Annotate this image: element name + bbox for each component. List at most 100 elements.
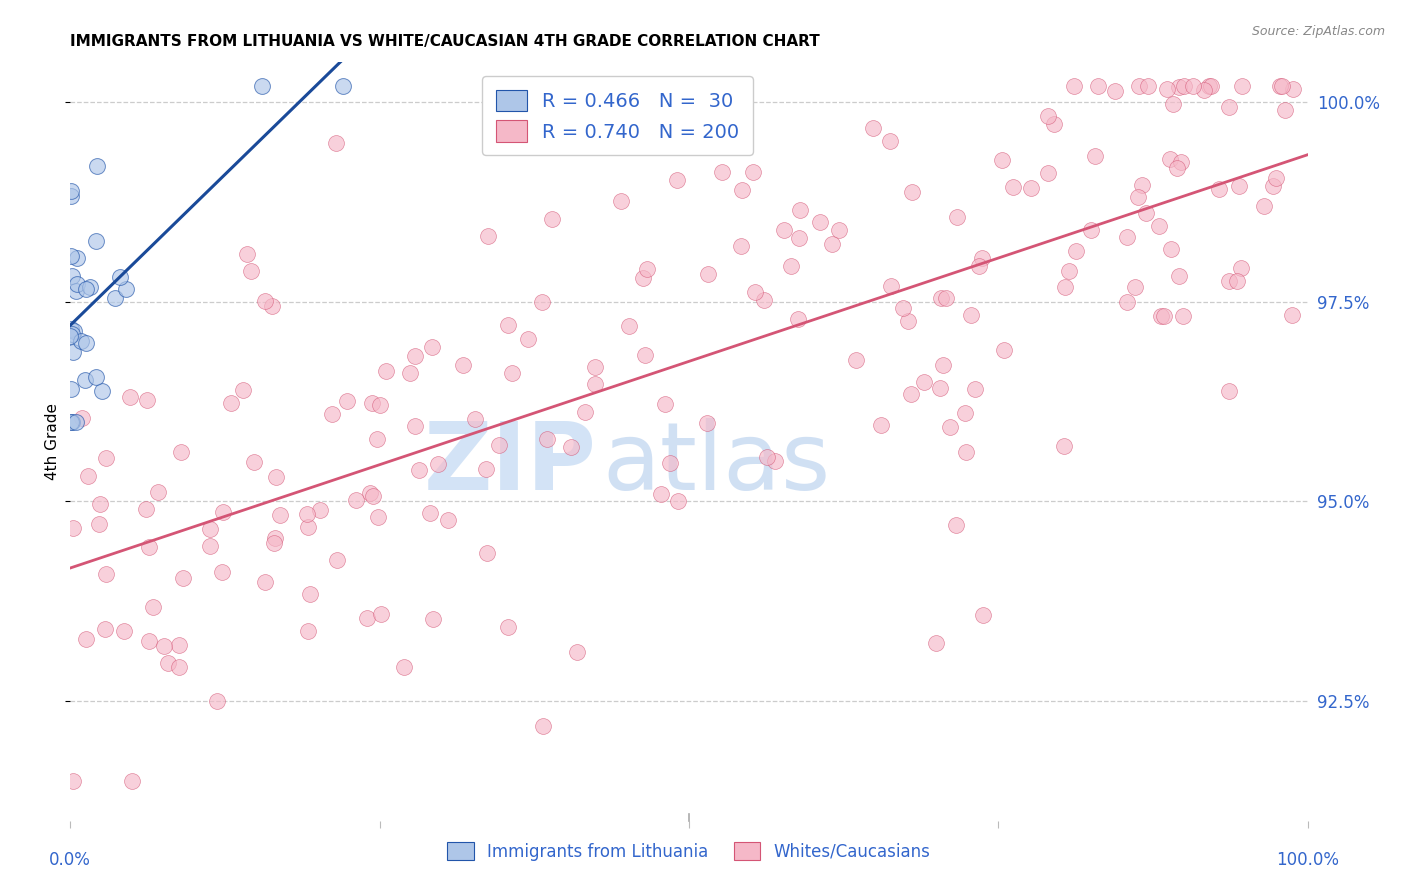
- Point: [929, 381, 952, 395]
- Point: [153, 639, 176, 653]
- Point: [1104, 84, 1126, 98]
- Point: [370, 607, 392, 622]
- Point: [1080, 223, 1102, 237]
- Point: [945, 518, 967, 533]
- Point: [146, 485, 169, 500]
- Point: [536, 432, 558, 446]
- Point: [94, 567, 117, 582]
- Point: [897, 314, 920, 328]
- Point: [879, 134, 901, 148]
- Point: [118, 390, 141, 404]
- Point: [308, 502, 330, 516]
- Point: [437, 513, 460, 527]
- Point: [1218, 100, 1240, 114]
- Point: [1036, 109, 1059, 123]
- Point: [1064, 244, 1087, 258]
- Point: [1253, 199, 1275, 213]
- Point: [959, 308, 981, 322]
- Point: [70, 334, 93, 348]
- Point: [1123, 279, 1146, 293]
- Point: [1036, 166, 1059, 180]
- Point: [62, 773, 84, 788]
- Point: [75, 282, 97, 296]
- Point: [65, 284, 87, 298]
- Point: [929, 291, 952, 305]
- Point: [356, 611, 378, 625]
- Point: [945, 211, 967, 225]
- Point: [1170, 155, 1192, 169]
- Point: [90, 384, 112, 398]
- Point: [232, 383, 254, 397]
- Point: [212, 506, 235, 520]
- Text: Source: ZipAtlas.com: Source: ZipAtlas.com: [1251, 25, 1385, 38]
- Point: [60, 382, 83, 396]
- Point: [115, 282, 138, 296]
- Point: [138, 634, 160, 648]
- Point: [1160, 242, 1182, 256]
- Point: [666, 494, 689, 508]
- Point: [75, 632, 97, 646]
- Point: [368, 398, 391, 412]
- Point: [420, 340, 443, 354]
- Point: [170, 444, 193, 458]
- Point: [1087, 79, 1109, 94]
- Point: [59, 321, 82, 335]
- Point: [953, 406, 976, 420]
- Point: [269, 508, 291, 522]
- Point: [1271, 79, 1294, 94]
- Point: [1116, 295, 1139, 310]
- Point: [828, 223, 851, 237]
- Point: [666, 173, 689, 187]
- Point: [1198, 79, 1220, 94]
- Point: [1230, 260, 1253, 275]
- Point: [408, 463, 430, 477]
- Point: [1042, 117, 1064, 131]
- Point: [135, 392, 157, 407]
- Point: [86, 159, 108, 173]
- Point: [1153, 309, 1175, 323]
- Point: [610, 194, 633, 209]
- Point: [172, 571, 194, 585]
- Point: [742, 164, 765, 178]
- Point: [63, 325, 86, 339]
- Point: [1135, 206, 1157, 220]
- Point: [89, 497, 111, 511]
- Point: [1168, 80, 1191, 95]
- Point: [808, 215, 831, 229]
- Y-axis label: 4th Grade: 4th Grade: [45, 403, 59, 480]
- Point: [1053, 279, 1076, 293]
- Point: [1227, 178, 1250, 193]
- Point: [541, 212, 564, 227]
- Point: [60, 415, 83, 429]
- Point: [763, 454, 786, 468]
- Point: [254, 293, 277, 308]
- Point: [135, 502, 157, 516]
- Point: [205, 694, 228, 708]
- Point: [475, 462, 498, 476]
- Point: [891, 301, 914, 316]
- Point: [1173, 79, 1195, 94]
- Point: [731, 183, 754, 197]
- Point: [1116, 230, 1139, 244]
- Point: [298, 587, 321, 601]
- Point: [772, 223, 794, 237]
- Point: [295, 507, 318, 521]
- Point: [367, 509, 389, 524]
- Point: [242, 454, 264, 468]
- Point: [361, 489, 384, 503]
- Point: [1166, 161, 1188, 175]
- Point: [1173, 309, 1195, 323]
- Point: [59, 188, 82, 202]
- Point: [451, 359, 474, 373]
- Point: [321, 408, 343, 422]
- Text: 0.0%: 0.0%: [49, 851, 91, 869]
- Text: ZIP: ZIP: [423, 418, 596, 510]
- Point: [969, 259, 991, 273]
- Point: [1057, 264, 1080, 278]
- Point: [419, 506, 441, 520]
- Point: [1084, 148, 1107, 162]
- Point: [1270, 79, 1292, 94]
- Point: [654, 396, 676, 410]
- Point: [658, 456, 681, 470]
- Point: [79, 280, 101, 294]
